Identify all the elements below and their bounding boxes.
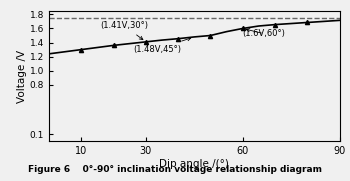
Text: (1.48V,45°): (1.48V,45°) — [133, 37, 191, 54]
Text: (1.6V,60°): (1.6V,60°) — [243, 29, 286, 38]
X-axis label: Dip angle /(°): Dip angle /(°) — [159, 159, 229, 169]
Text: (1.41V,30°): (1.41V,30°) — [101, 22, 149, 40]
Y-axis label: Voltage /V: Voltage /V — [17, 49, 27, 103]
Text: Figure 6    0°-90° inclination voltage relationship diagram: Figure 6 0°-90° inclination voltage rela… — [28, 165, 322, 174]
